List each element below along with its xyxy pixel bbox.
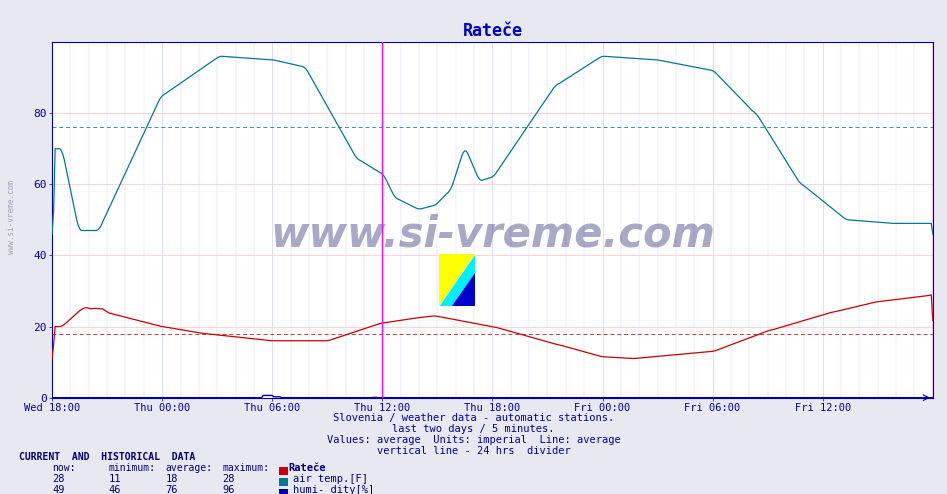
Text: Values: average  Units: imperial  Line: average: Values: average Units: imperial Line: av…	[327, 435, 620, 445]
Text: 28: 28	[223, 474, 235, 484]
Text: 18: 18	[166, 474, 178, 484]
Polygon shape	[439, 254, 475, 306]
Text: last two days / 5 minutes.: last two days / 5 minutes.	[392, 424, 555, 434]
Text: 49: 49	[52, 485, 64, 494]
Text: Rateče: Rateče	[289, 463, 327, 473]
Text: www.si-vreme.com: www.si-vreme.com	[270, 213, 715, 255]
Text: humi- dity[%]: humi- dity[%]	[293, 485, 374, 494]
Polygon shape	[452, 273, 475, 306]
Text: Slovenia / weather data - automatic stations.: Slovenia / weather data - automatic stat…	[333, 413, 614, 423]
Title: Rateče: Rateče	[462, 22, 523, 41]
Text: minimum:: minimum:	[109, 463, 156, 473]
Text: 46: 46	[109, 485, 121, 494]
Text: 28: 28	[52, 474, 64, 484]
Text: 11: 11	[109, 474, 121, 484]
Text: air temp.[F]: air temp.[F]	[293, 474, 367, 484]
Text: 96: 96	[223, 485, 235, 494]
Text: average:: average:	[166, 463, 213, 473]
Text: CURRENT  AND  HISTORICAL  DATA: CURRENT AND HISTORICAL DATA	[19, 452, 195, 462]
Text: www.si-vreme.com: www.si-vreme.com	[7, 180, 16, 254]
Text: vertical line - 24 hrs  divider: vertical line - 24 hrs divider	[377, 446, 570, 455]
Text: now:: now:	[52, 463, 76, 473]
Polygon shape	[439, 254, 475, 306]
Text: 76: 76	[166, 485, 178, 494]
Text: maximum:: maximum:	[223, 463, 270, 473]
